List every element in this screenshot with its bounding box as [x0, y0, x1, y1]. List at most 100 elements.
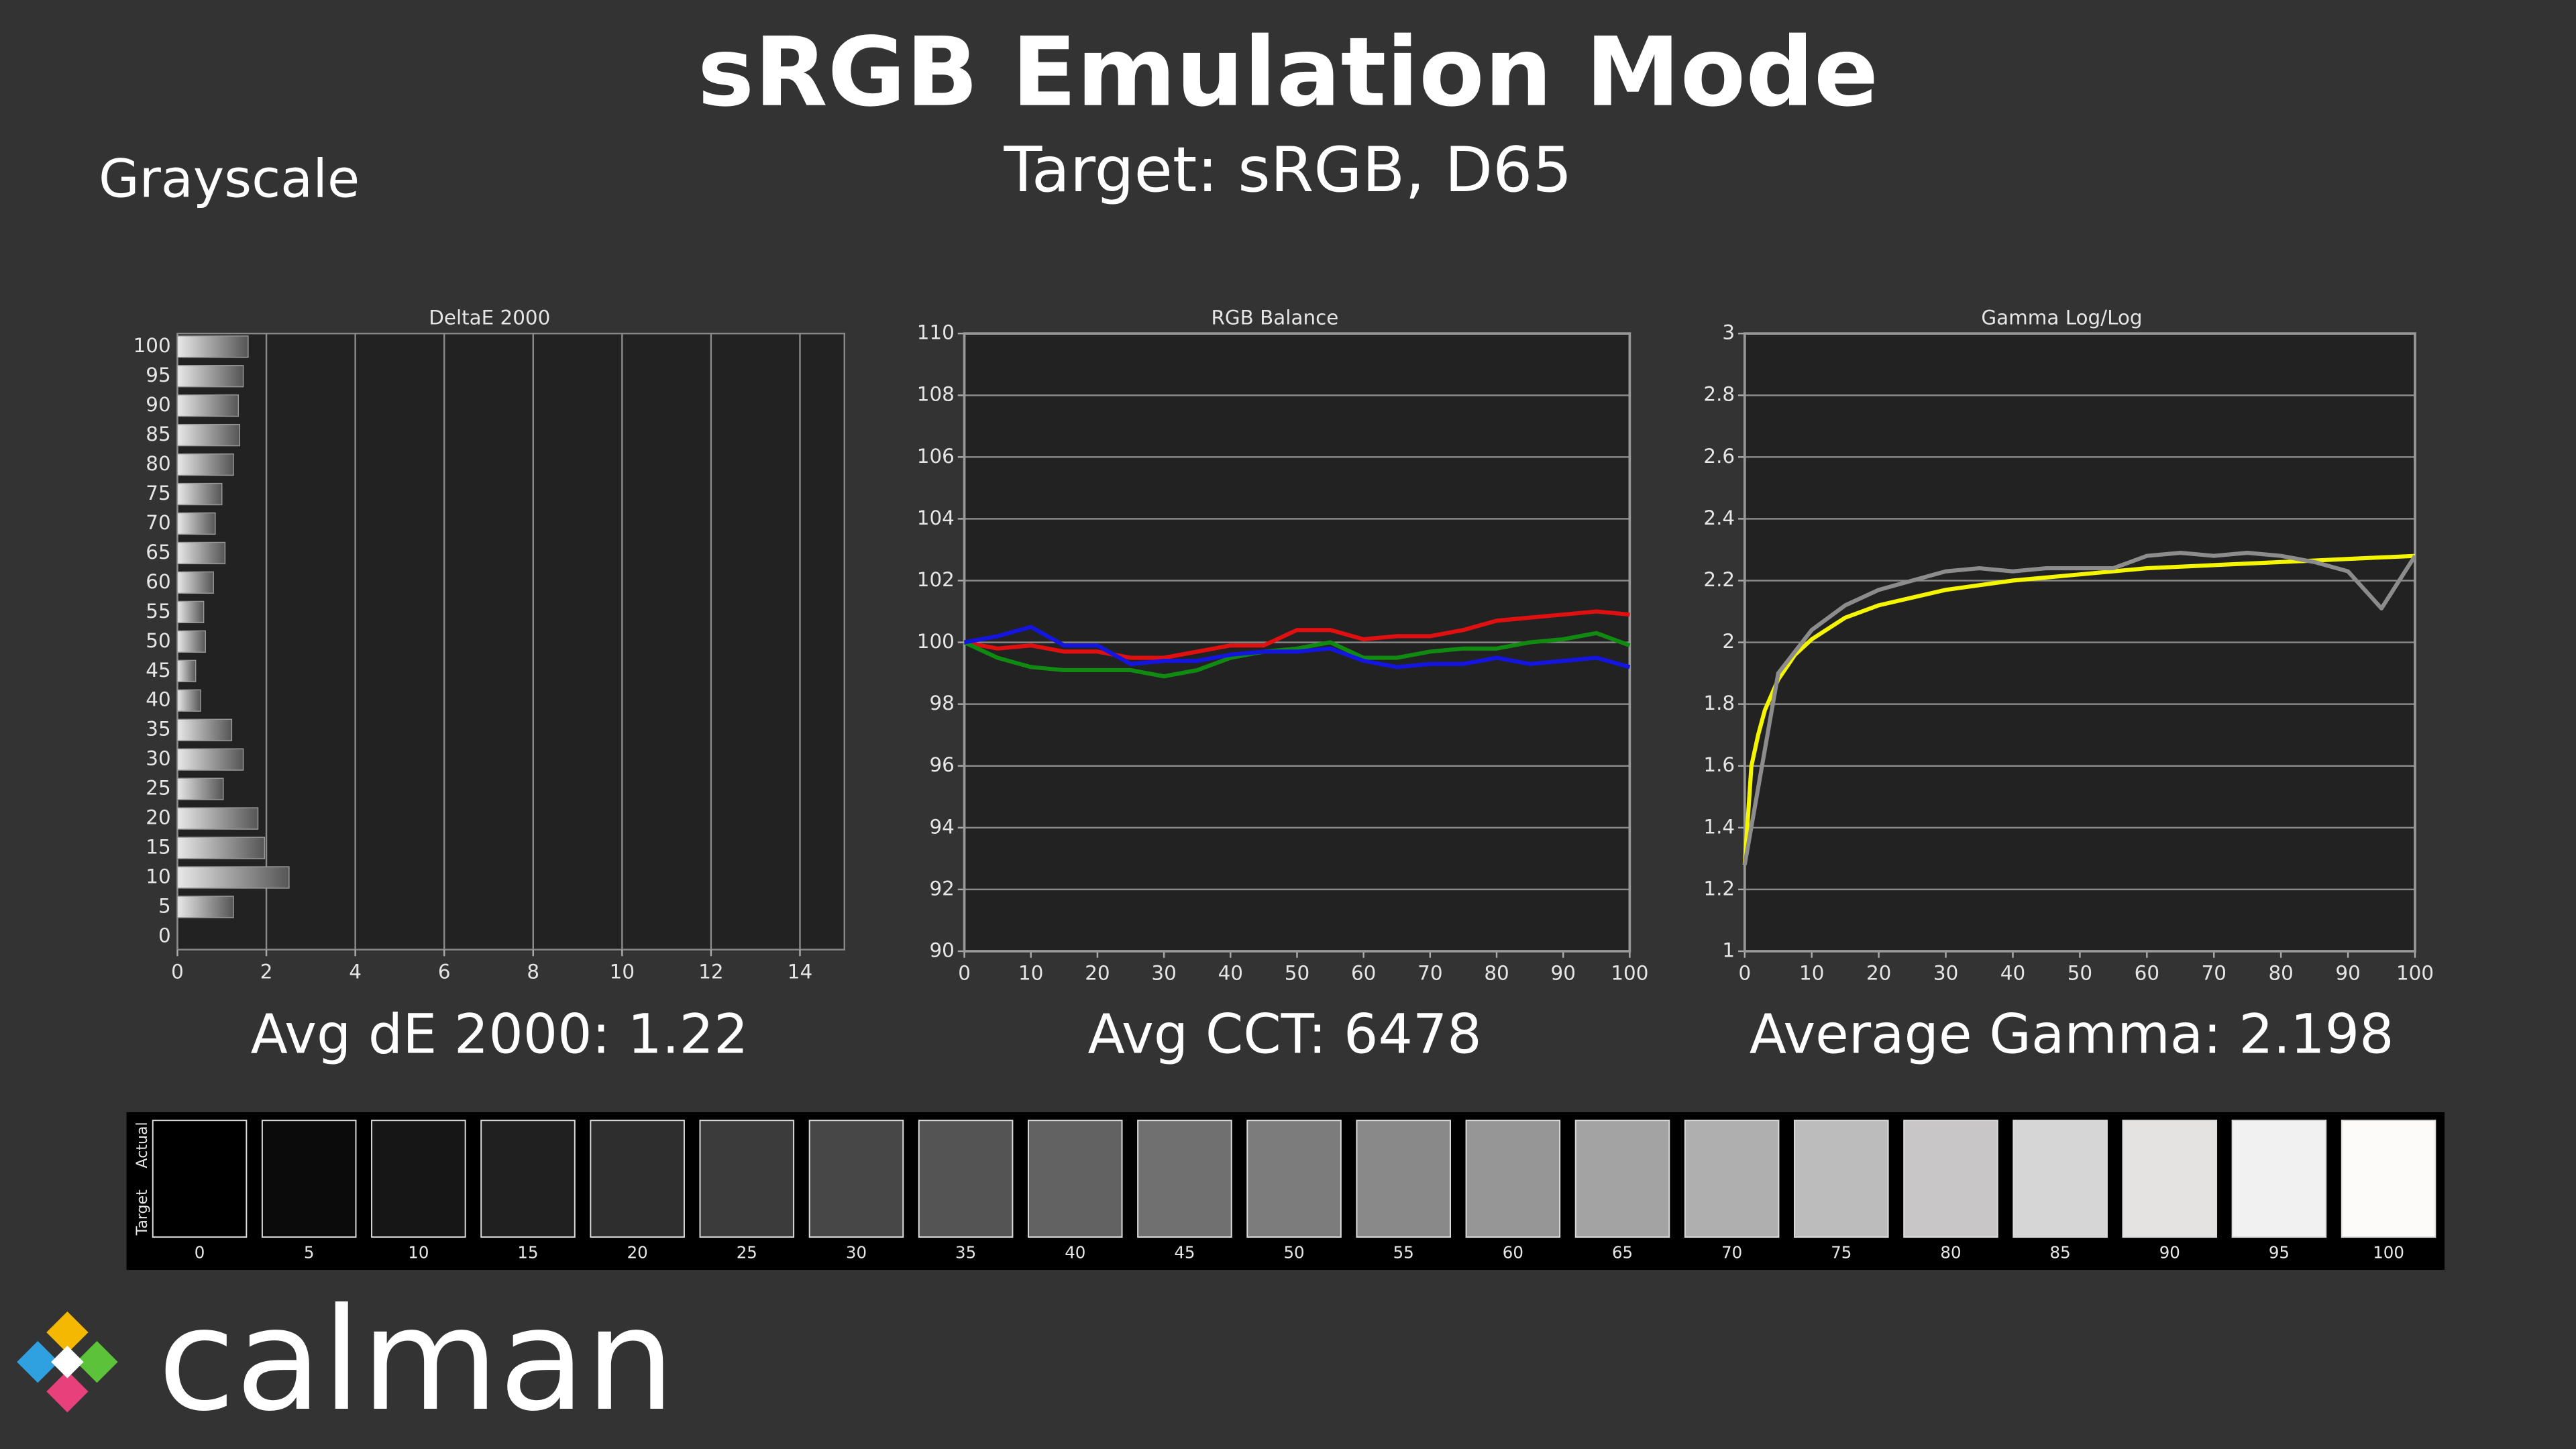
summary: Avg dE 2000: 1.22	[251, 1004, 749, 1067]
row-label: Target	[134, 1189, 151, 1236]
swatch	[699, 1120, 795, 1238]
bar	[176, 453, 234, 476]
bar	[176, 659, 197, 682]
swatch-label: 45	[1174, 1243, 1195, 1263]
row-label: Actual	[134, 1122, 151, 1168]
swatch-label: 85	[2050, 1243, 2071, 1263]
x-tick-label: 0	[958, 962, 971, 985]
swatch-label: 100	[2373, 1243, 2404, 1263]
y-tick-label: 70	[146, 511, 170, 534]
y-tick-label: 30	[146, 747, 170, 770]
y-tick-label: 45	[146, 659, 170, 682]
swatch	[1356, 1120, 1451, 1238]
swatch-label: 50	[1283, 1243, 1304, 1263]
y-tick-label: 3	[1722, 321, 1735, 344]
swatch	[1684, 1120, 1780, 1238]
y-tick-label: 85	[146, 423, 170, 445]
x-tick-label: 6	[438, 960, 451, 983]
x-tick-label: 0	[1738, 962, 1751, 985]
plot-area	[176, 332, 845, 951]
summary: Avg CCT: 6478	[1088, 1004, 1482, 1067]
y-tick-label: 1.8	[1703, 692, 1735, 714]
swatch-label: 15	[517, 1243, 538, 1263]
series-line	[963, 609, 1630, 660]
y-tick-label: 65	[146, 541, 170, 564]
section-label: Grayscale	[99, 148, 360, 209]
logo-text: calman	[158, 1278, 675, 1442]
summary: Average Gamma: 2.198	[1750, 1004, 2394, 1067]
bar	[176, 807, 259, 830]
y-tick-label: 1.2	[1703, 877, 1735, 900]
y-tick-label: 55	[146, 600, 170, 623]
bar	[176, 394, 239, 417]
x-tick-label: 100	[2396, 962, 2434, 985]
logo-icon	[17, 1311, 118, 1413]
y-tick-label: 10	[146, 865, 170, 888]
y-tick-label: 75	[146, 482, 170, 504]
x-tick-label: 30	[1933, 962, 1958, 985]
x-tick-label: 14	[788, 960, 812, 983]
y-tick-label: 5	[158, 894, 171, 917]
swatch	[1246, 1120, 1342, 1238]
swatch	[1027, 1120, 1123, 1238]
swatch	[1465, 1120, 1561, 1238]
y-tick-label: 92	[929, 877, 954, 900]
y-tick-label: 100	[917, 630, 955, 653]
swatch-label: 25	[737, 1243, 757, 1263]
y-tick-label: 2.6	[1703, 445, 1735, 468]
swatch-label: 30	[846, 1243, 867, 1263]
swatch-label: 5	[304, 1243, 315, 1263]
swatch	[918, 1120, 1014, 1238]
y-tick-label: 98	[929, 692, 954, 714]
plot-frame	[1743, 332, 2416, 953]
series-line	[1742, 553, 2416, 865]
bar	[176, 777, 224, 800]
swatch	[371, 1120, 466, 1238]
x-tick-label: 100	[1611, 962, 1648, 985]
bar	[176, 630, 206, 653]
swatch-label: 20	[627, 1243, 648, 1263]
swatch	[1137, 1120, 1232, 1238]
x-tick-label: 10	[1018, 962, 1043, 985]
swatch-label: 90	[2159, 1243, 2180, 1263]
y-tick-label: 35	[146, 718, 170, 741]
bar	[176, 718, 233, 741]
y-tick-label: 106	[917, 445, 955, 468]
swatch-label: 35	[955, 1243, 976, 1263]
y-tick-label: 110	[917, 321, 955, 344]
swatch-label: 75	[1831, 1243, 1851, 1263]
swatch	[2231, 1120, 2327, 1238]
x-tick-label: 80	[2268, 962, 2293, 985]
x-tick-label: 4	[349, 960, 362, 983]
y-tick-label: 100	[133, 334, 171, 357]
series-line	[963, 631, 1631, 679]
title: sRGB Emulation Mode	[698, 17, 1878, 128]
x-tick-label: 40	[2000, 962, 2025, 985]
swatch	[480, 1120, 576, 1238]
bar	[176, 571, 214, 594]
bar	[176, 689, 201, 712]
x-tick-label: 70	[1417, 962, 1442, 985]
x-tick-label: 90	[2335, 962, 2360, 985]
x-tick-label: 30	[1151, 962, 1176, 985]
y-tick-label: 104	[917, 506, 955, 529]
y-tick-label: 0	[158, 924, 171, 947]
x-tick-label: 60	[1351, 962, 1376, 985]
swatch	[1574, 1120, 1670, 1238]
x-tick-label: 70	[2202, 962, 2226, 985]
y-tick-label: 1.4	[1703, 815, 1735, 838]
series-line	[963, 625, 1631, 669]
chart-title: Gamma Log/Log	[1981, 307, 2142, 329]
y-tick-label: 90	[146, 393, 170, 416]
series-line	[1742, 550, 2417, 865]
x-tick-label: 8	[527, 960, 539, 983]
y-tick-label: 60	[146, 570, 170, 593]
y-tick-label: 40	[146, 688, 170, 711]
y-tick-label: 25	[146, 777, 170, 800]
swatch	[2122, 1120, 2218, 1238]
x-tick-label: 60	[2135, 962, 2159, 985]
y-tick-label: 2.2	[1703, 568, 1735, 591]
bar	[176, 748, 244, 771]
y-tick-label: 2.8	[1703, 383, 1735, 406]
